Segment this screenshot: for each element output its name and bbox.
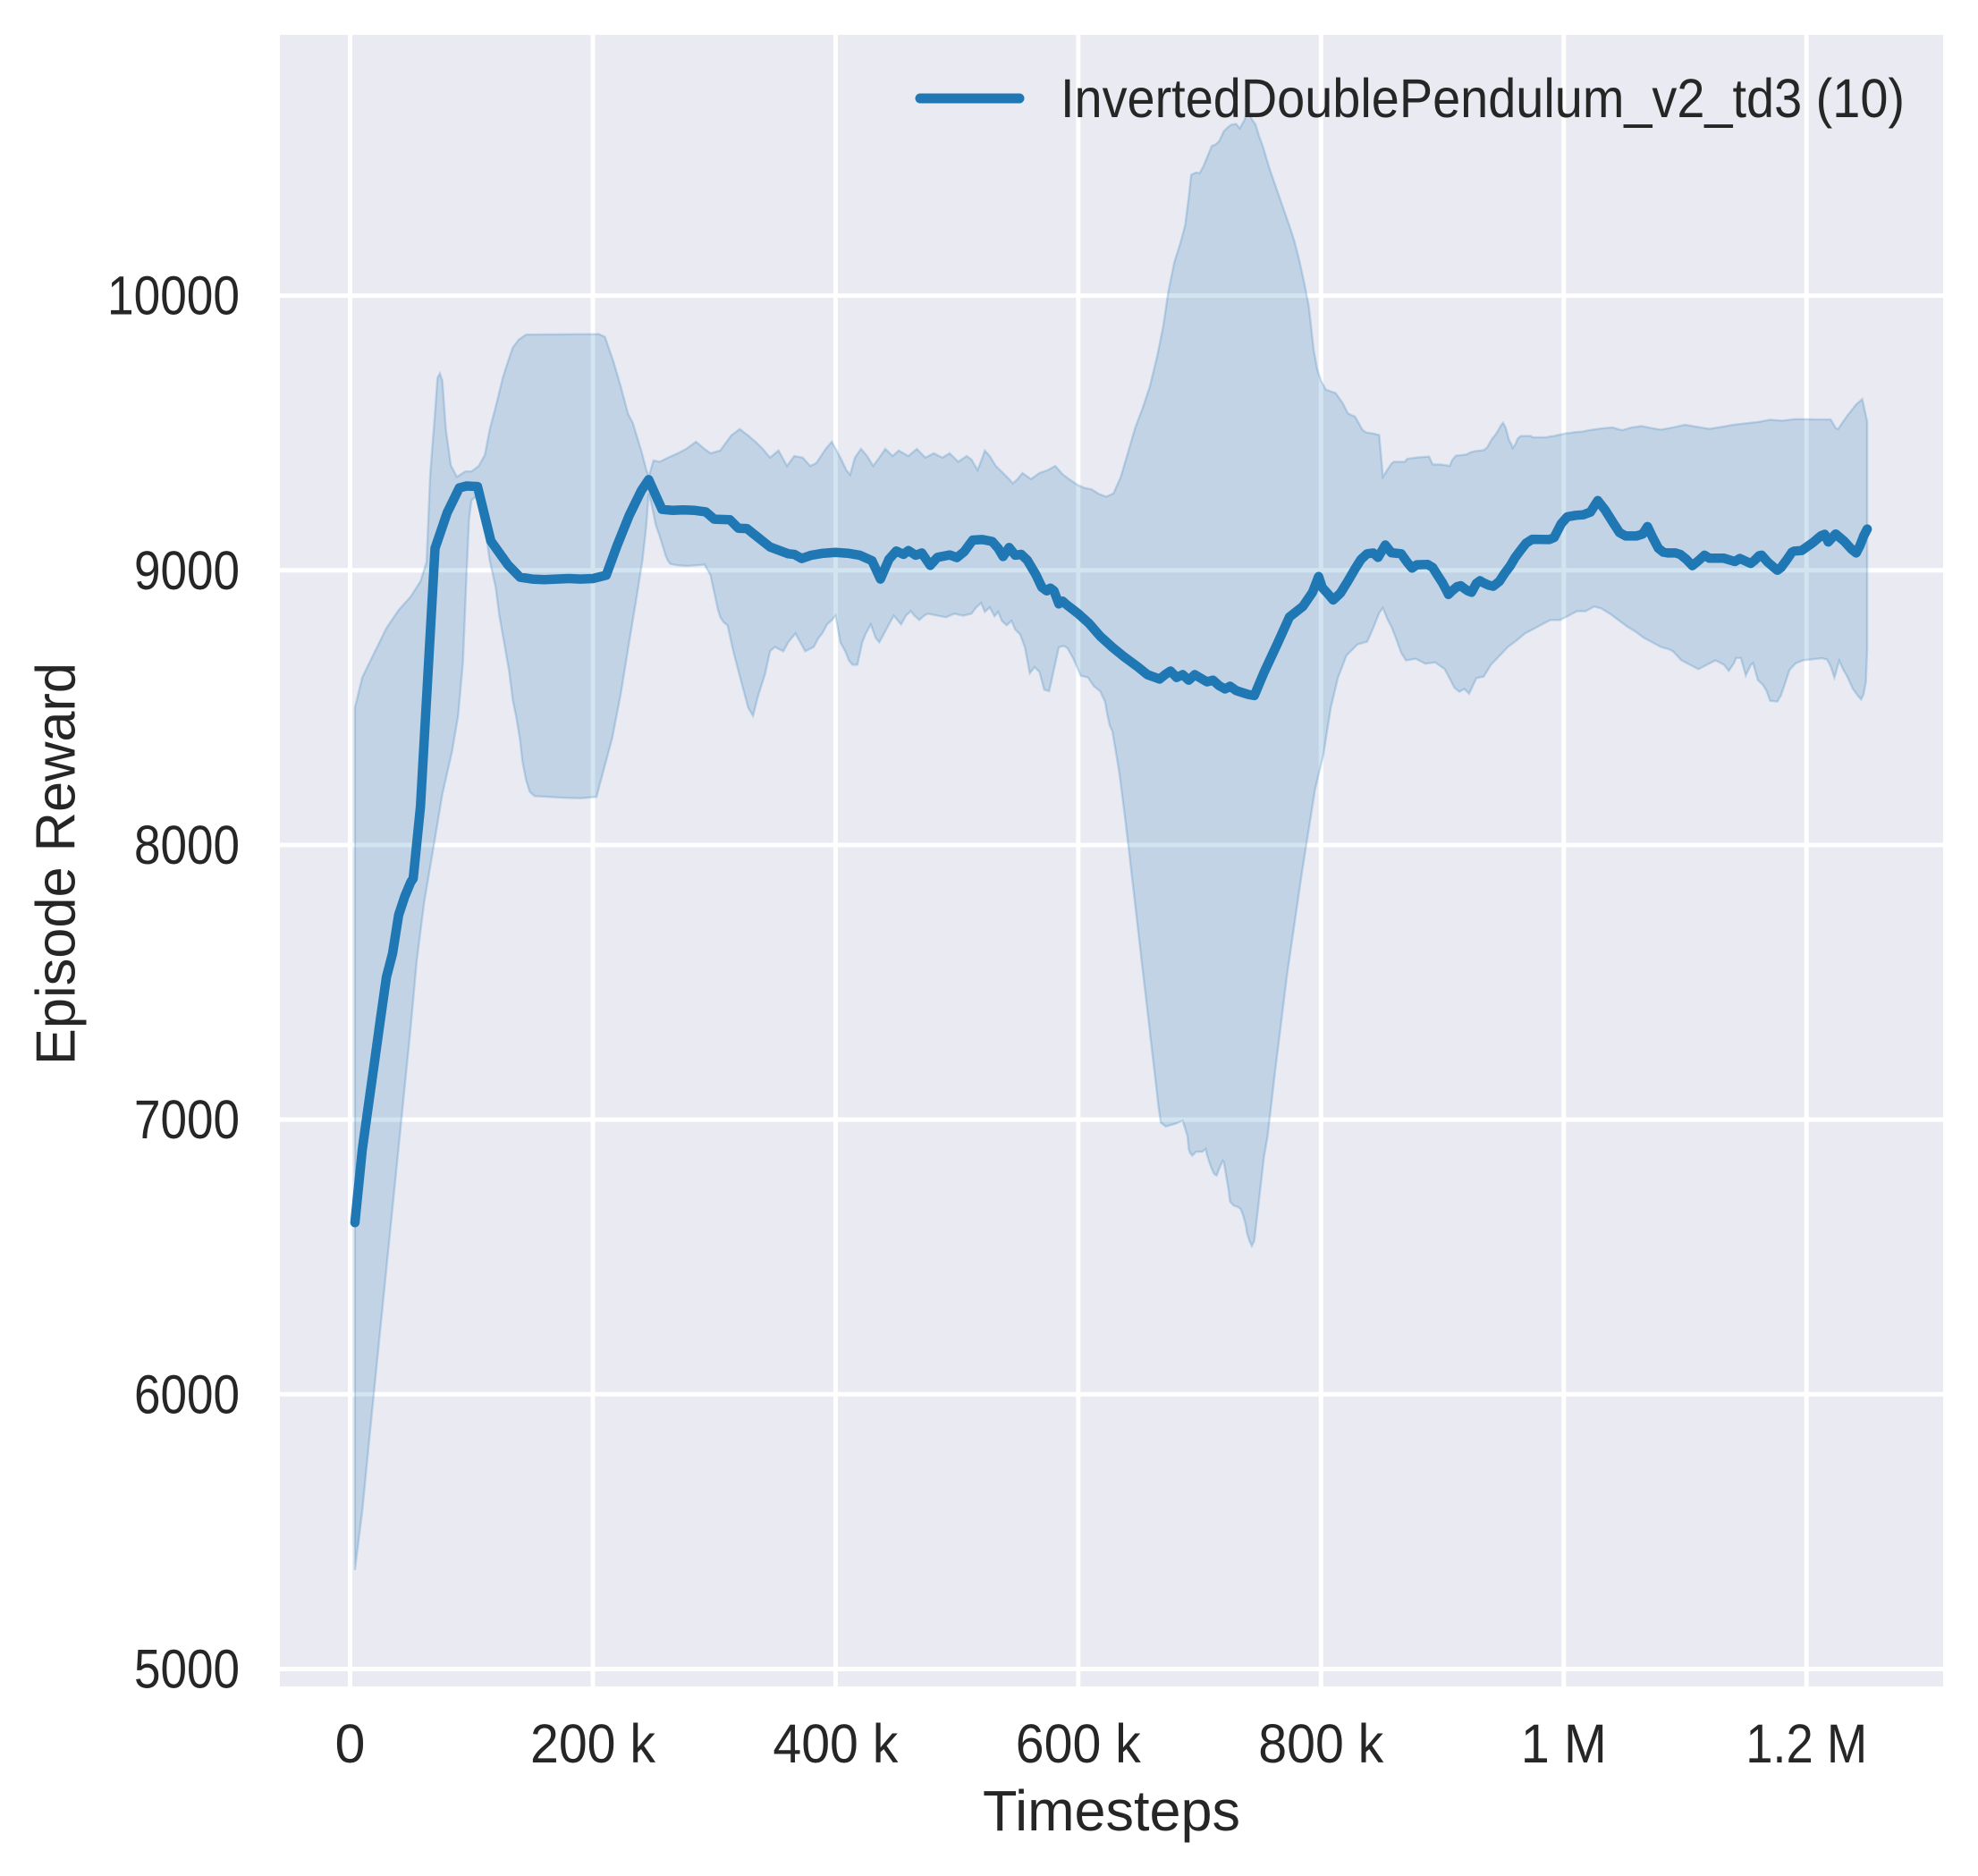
svg-text:8000: 8000	[134, 815, 240, 875]
svg-text:200 k: 200 k	[530, 1713, 655, 1774]
svg-text:InvertedDoublePendulum_v2_td3: InvertedDoublePendulum_v2_td3 (10)	[1061, 68, 1905, 129]
svg-text:600 k: 600 k	[1016, 1713, 1141, 1774]
svg-text:0: 0	[335, 1713, 366, 1774]
svg-text:Timesteps: Timesteps	[983, 1779, 1240, 1843]
svg-text:800 k: 800 k	[1258, 1713, 1383, 1774]
svg-text:6000: 6000	[134, 1364, 240, 1424]
svg-text:1 M: 1 M	[1521, 1713, 1607, 1774]
svg-text:400 k: 400 k	[773, 1713, 898, 1774]
svg-text:10000: 10000	[107, 266, 240, 326]
svg-text:9000: 9000	[134, 540, 240, 601]
svg-text:7000: 7000	[134, 1089, 240, 1150]
svg-text:1.2 M: 1.2 M	[1746, 1713, 1867, 1774]
svg-text:5000: 5000	[134, 1639, 240, 1700]
svg-text:Episode Reward: Episode Reward	[26, 663, 88, 1065]
